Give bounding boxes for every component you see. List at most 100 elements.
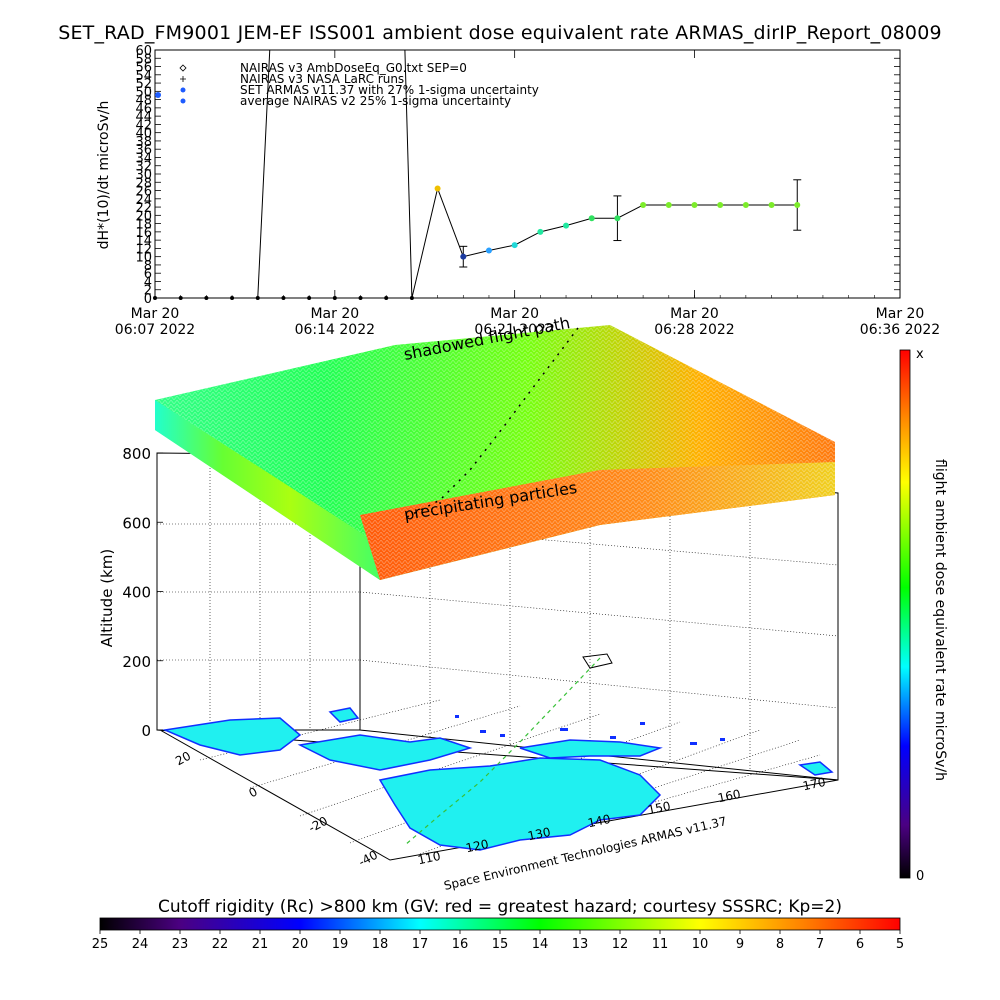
rigidity-tick-label: 9 [736,937,744,952]
islands [455,715,725,745]
rigidity-colorbar: Cutoff rigidity (Rc) >800 km (GV: red = … [92,897,904,952]
data-point [384,296,389,300]
data-point [230,296,235,300]
data-point [460,253,467,260]
data-point [640,202,647,208]
longitude-tick-label: 110 [417,849,442,867]
data-point [178,296,183,300]
y-tick-label: 0 [144,292,152,307]
y-tick-label: 56 [135,61,152,76]
y-tick-label: 8 [144,259,152,274]
x-tick-date: Mar 20 [131,306,180,322]
y-tick-label: 18 [135,218,152,233]
altitude-axis: 0 200 400 600 800 [122,445,163,740]
y-tick-label: 28 [135,176,152,191]
latitude-axis: 20 0 -20 -40 [173,749,380,870]
rigidity-tick-label: 14 [532,937,549,952]
data-point [307,296,312,300]
y-tick-label: 12 [135,242,152,257]
data-point [358,296,363,300]
x-tick-time: 06:28 2022 [654,322,734,338]
latitude-tick-label: -40 [356,848,380,870]
rigidity-tick-label: 20 [292,937,309,952]
y-axis-label: dH*(10)/dt microSv/h [96,101,112,250]
y-tick-label: 58 [135,52,152,67]
rigidity-tick-label: 8 [776,937,784,952]
data-point [511,242,518,249]
data-point [742,202,749,208]
data-point [794,202,801,208]
data-point [255,296,260,300]
rigidity-tick-label: 22 [212,937,229,952]
data-point [691,202,698,208]
x-tick-date: Mar 20 [876,306,925,322]
y-tick-label: 54 [135,69,152,84]
wall-grid [157,453,839,771]
rigidity-colorbar-gradient [99,917,901,931]
dose-colorbar-bottom-label: 0 [916,869,924,884]
data-point [281,296,286,300]
data-point [204,296,209,300]
x-tick-date: Mar 20 [310,306,359,322]
chart-title: SET_RAD_FM9001 JEM-EF ISS001 ambient dos… [58,22,942,44]
x-tick-time: 06:07 2022 [115,322,195,338]
altitude-tick-label: 0 [141,722,151,740]
altitude-tick-label: 400 [122,584,151,602]
rigidity-tick-label: 24 [132,937,149,952]
rigidity-tick-label: 10 [692,937,709,952]
dose-colorbar: x 0 flight ambient dose equivalent rate … [899,347,948,884]
y-tick-label: 48 [135,94,152,109]
y-tick-label: 46 [135,102,152,117]
rigidity-tick-label: 17 [412,937,429,952]
y-tick-label: 34 [135,151,152,166]
y-tick-label: 10 [135,251,152,266]
rigidity-colorbar-ticks: 25 24 23 22 21 20 19 18 17 16 15 14 13 12 11 10 9 8 7 6 5 [92,930,904,952]
data-point [434,185,441,192]
x-tick-time: 06:36 2022 [860,322,940,338]
y-tick-label: 20 [135,209,152,224]
iss-marker [582,653,613,669]
legend-label: SET ARMAS v11.37 with 27% 1-sigma uncert… [240,83,539,97]
rigidity-tick-label: 7 [816,937,824,952]
rigidity-colorbar-label: Cutoff rigidity (Rc) >800 km (GV: red = … [158,897,842,917]
data-point [485,247,492,254]
data-point [409,296,414,300]
longitude-tick-label: 120 [465,837,490,855]
data-point [537,228,544,235]
rigidity-tick-label: 21 [252,937,269,952]
data-point [563,222,570,229]
legend-diamond-icon [179,64,187,72]
longitude-tick-label: 150 [647,799,672,817]
data-point [588,215,595,222]
legend-dot-icon [180,87,186,93]
rigidity-tick-label: 12 [612,937,629,952]
rigidity-tick-label: 16 [452,937,469,952]
series-armas [153,49,802,300]
data-point [153,296,157,300]
flight-path-shadowed [404,327,579,519]
y-tick-label: 6 [144,267,152,282]
y-tick-label: 38 [135,135,152,150]
rigidity-tick-label: 25 [92,937,109,952]
rigidity-tick-label: 11 [652,937,669,952]
data-point [665,202,672,208]
y-tick-label: 44 [135,110,152,125]
y-tick-label: 26 [135,185,152,200]
altitude-tick-label: 200 [122,653,151,671]
data-point [332,296,337,300]
latitude-tick-label: -20 [306,814,330,836]
legend-dot-icon [180,98,186,104]
latitude-tick-label: 20 [173,749,193,769]
longitude-tick-label: 170 [802,775,827,793]
y-tick-label: 14 [135,234,152,249]
dose-colorbar-top-label: x [916,347,924,362]
rigidity-tick-label: 5 [896,937,904,952]
longitude-axis: 110 120 130 140 150 160 170 [417,775,827,867]
data-point [768,202,775,208]
data-point [717,202,724,208]
rigidity-tick-label: 19 [332,937,349,952]
longitude-tick-label: 160 [717,787,742,805]
y-tick-label: 16 [135,226,152,241]
